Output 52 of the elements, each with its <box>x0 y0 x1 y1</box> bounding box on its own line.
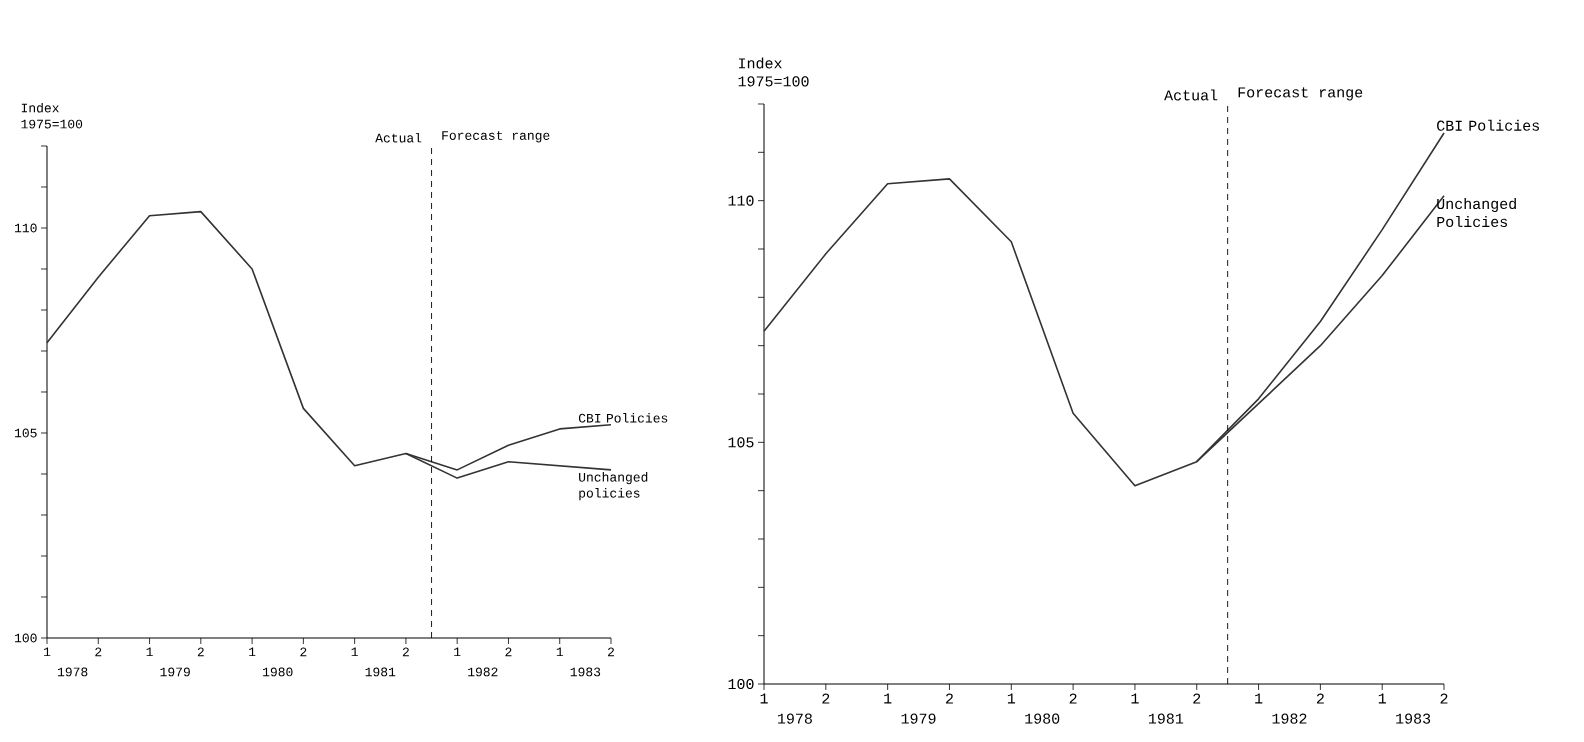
x-tick-label: 2 <box>505 647 512 657</box>
text: 1980 <box>1025 713 1060 724</box>
x-tick-label: 1 <box>44 647 51 657</box>
x-tick-label: 2 <box>402 647 409 657</box>
x-tick-label: 1 <box>1378 693 1386 704</box>
text: Forecast range <box>1238 87 1363 101</box>
text: 1980 <box>263 667 293 677</box>
series-label: Unchanged policies <box>579 472 648 501</box>
x-tick-label: 2 <box>95 647 102 657</box>
x-tick-label: 1 <box>760 693 768 704</box>
x-tick-label: 1 <box>1131 693 1139 704</box>
y-tick-label: 105 <box>15 428 37 438</box>
text: Forecast range <box>442 131 550 143</box>
x-tick-label: 1 <box>1255 693 1263 704</box>
series-label: CBI Policies <box>1437 119 1539 131</box>
x-tick-label: 1 <box>556 647 563 657</box>
x-tick-label: 2 <box>300 647 307 657</box>
text: Actual <box>1164 89 1218 101</box>
y-tick-label: 110 <box>728 195 754 206</box>
x-tick-label: 1 <box>884 693 892 704</box>
text: 1979 <box>160 667 190 677</box>
series-label: CBI Policies <box>578 413 668 423</box>
x-tick-label: 1 <box>146 647 153 657</box>
y-axis-title: Index 1975=100 <box>21 102 83 129</box>
text: 1978 <box>57 667 88 677</box>
text: Actual <box>375 132 422 143</box>
y-tick-label: 105 <box>728 437 754 448</box>
x-tick-label: 1 <box>454 647 461 657</box>
y-tick-label: 100 <box>728 678 754 690</box>
x-tick-label: 2 <box>1193 693 1201 704</box>
x-tick-label: 1 <box>1007 693 1016 704</box>
x-tick-label: 2 <box>822 693 830 704</box>
series-label: Unchanged Policies <box>1437 198 1516 228</box>
text: 1979 <box>901 713 936 724</box>
y-tick-label: 100 <box>15 633 37 643</box>
x-tick-label: 2 <box>1440 693 1448 704</box>
text: 1982 <box>468 667 498 677</box>
x-tick-label: 2 <box>1316 693 1324 704</box>
text: 1983 <box>570 667 601 677</box>
text: 1983 <box>1396 713 1431 724</box>
text: 1981 <box>1148 713 1184 724</box>
y-axis-title: Index 1975=100 <box>738 57 809 87</box>
x-tick-label: 1 <box>351 647 358 657</box>
text: 1981 <box>365 667 396 677</box>
text: 1982 <box>1272 713 1307 724</box>
x-tick-label: 1 <box>249 647 256 657</box>
text: 1978 <box>778 713 812 724</box>
x-tick-label: 2 <box>1069 693 1077 704</box>
x-tick-label: 2 <box>197 647 204 657</box>
x-tick-label: 2 <box>946 693 953 704</box>
x-tick-label: 2 <box>608 647 614 657</box>
y-tick-label: 110 <box>15 223 37 233</box>
